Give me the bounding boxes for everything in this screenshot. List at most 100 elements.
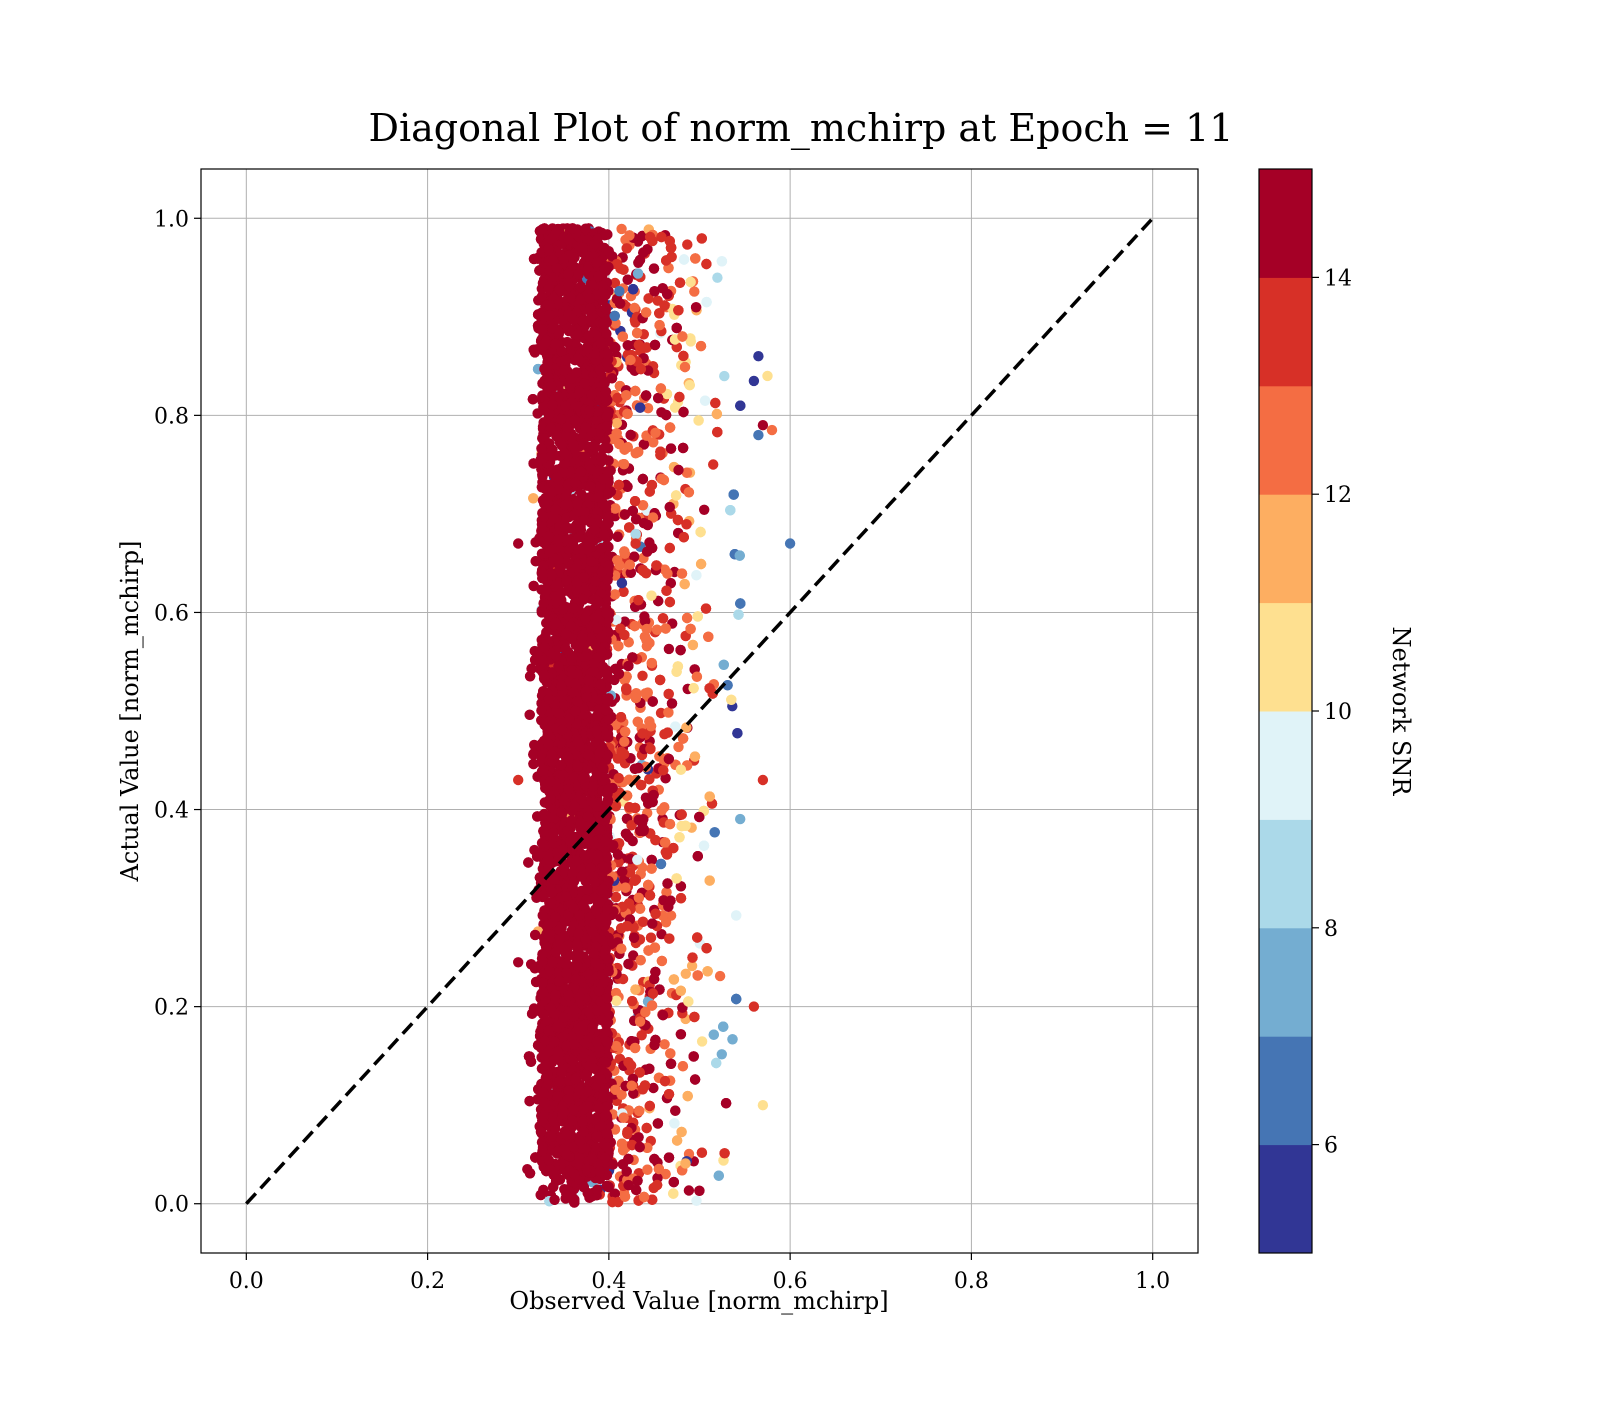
scatter-point	[630, 386, 640, 396]
scatter-point	[629, 303, 639, 313]
scatter-point	[661, 623, 671, 633]
scatter-point	[665, 502, 675, 512]
scatter-point	[642, 624, 652, 634]
scatter-point	[659, 1039, 669, 1049]
scatter-point	[536, 1190, 546, 1200]
scatter-point	[530, 930, 540, 940]
scatter-point	[623, 959, 633, 969]
scatter-point	[665, 543, 675, 553]
scatter-point	[717, 256, 727, 266]
scatter-point	[623, 340, 633, 350]
scatter-point	[732, 728, 742, 738]
scatter-point	[689, 286, 699, 296]
scatter-point	[664, 1089, 674, 1099]
scatter-point	[631, 529, 641, 539]
scatter-point	[676, 1029, 686, 1039]
scatter-point	[633, 595, 643, 605]
scatter-point	[638, 566, 648, 576]
scatter-point	[632, 328, 642, 338]
scatter-point	[653, 393, 663, 403]
scatter-point	[661, 847, 671, 857]
scatter-point	[623, 275, 633, 285]
scatter-point	[650, 942, 660, 952]
scatter-point	[719, 371, 729, 381]
scatter-point	[646, 591, 656, 601]
scatter-point	[703, 632, 713, 642]
scatter-point	[617, 867, 627, 877]
scatter-point	[709, 1030, 719, 1040]
scatter-point	[658, 765, 668, 775]
scatter-point	[735, 550, 745, 560]
scatter-point	[710, 827, 720, 837]
scatter-point	[613, 850, 623, 860]
scatter-point	[614, 286, 624, 296]
scatter-point	[618, 331, 628, 341]
scatter-point	[688, 683, 698, 693]
scatter-point	[697, 1036, 707, 1046]
scatter-point	[661, 410, 671, 420]
scatter-point	[665, 597, 675, 607]
scatter-point	[527, 1009, 537, 1019]
scatter-point	[611, 428, 621, 438]
scatter-point	[622, 1129, 632, 1139]
scatter-point	[631, 693, 641, 703]
scatter-point	[630, 621, 640, 631]
scatter-point	[631, 874, 641, 884]
scatter-point	[663, 707, 673, 717]
scatter-point	[727, 1034, 737, 1044]
scatter-point	[690, 1074, 700, 1084]
scatter-point	[657, 956, 667, 966]
scatter-point	[686, 277, 696, 287]
scatter-point	[677, 809, 687, 819]
scatter-point	[661, 255, 671, 265]
scatter-point	[701, 259, 711, 269]
scatter-point	[649, 1040, 659, 1050]
scatter-point	[673, 305, 683, 315]
scatter-point	[679, 532, 689, 542]
scatter-point	[683, 1091, 693, 1101]
scatter-point	[691, 302, 701, 312]
scatter-point	[525, 671, 535, 681]
scatter-point	[699, 505, 709, 515]
scatter-point	[633, 763, 643, 773]
scatter-point	[663, 727, 673, 737]
scatter-point	[689, 1051, 699, 1061]
scatter-point	[654, 308, 664, 318]
scatter-point	[657, 805, 667, 815]
scatter-point	[649, 1154, 659, 1164]
scatter-point	[677, 568, 687, 578]
scatter-point	[669, 1118, 679, 1128]
scatter-point	[633, 447, 643, 457]
scatter-point	[676, 986, 686, 996]
scatter-point	[638, 247, 648, 257]
scatter-point	[646, 933, 656, 943]
scatter-point	[714, 1171, 724, 1181]
scatter-point	[618, 1145, 628, 1155]
scatter-point	[640, 688, 650, 698]
scatter-point	[675, 645, 685, 655]
scatter-point	[692, 932, 702, 942]
scatter-point	[638, 917, 648, 927]
scatter-point	[592, 1185, 602, 1195]
scatter-point	[612, 393, 622, 403]
scatter-point	[649, 263, 659, 273]
scatter-point	[621, 390, 631, 400]
scatter-point	[655, 447, 665, 457]
scatter-point	[682, 239, 692, 249]
scatter-point	[647, 918, 657, 928]
scatter-point	[719, 660, 729, 670]
scatter-point	[691, 1196, 701, 1206]
scatter-point	[678, 351, 688, 361]
scatter-point	[614, 480, 624, 490]
scatter-point	[735, 598, 745, 608]
scatter-point	[717, 1049, 727, 1059]
scatter-point	[662, 568, 672, 578]
scatter-point	[626, 1060, 636, 1070]
scatter-point	[632, 855, 642, 865]
scatter-point	[636, 780, 646, 790]
scatter-point	[735, 814, 745, 824]
scatter-point	[610, 589, 620, 599]
scatter-point	[697, 1148, 707, 1158]
